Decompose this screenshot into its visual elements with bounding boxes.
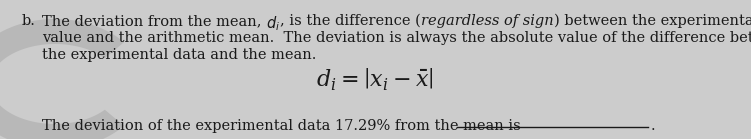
Text: $d_i$: $d_i$ — [266, 14, 280, 33]
Text: The deviation from the mean,: The deviation from the mean, — [42, 14, 266, 28]
Text: The deviation of the experimental data 17.29% from the mean is: The deviation of the experimental data 1… — [42, 119, 520, 133]
Text: , is the difference (: , is the difference ( — [280, 14, 421, 28]
Text: $\mathbf{\mathit{d}}_{\mathbf{\mathit{i}}} = \left|\mathbf{\mathit{x}}_{\mathbf{: $\mathbf{\mathit{d}}_{\mathbf{\mathit{i}… — [316, 67, 434, 92]
PathPatch shape — [0, 19, 124, 139]
Text: The deviation of the experimental data 17.29% from the mean is: The deviation of the experimental data 1… — [42, 119, 526, 133]
Text: ) between the experimental: ) between the experimental — [553, 14, 751, 28]
Text: b.: b. — [22, 14, 36, 28]
Text: .: . — [651, 119, 656, 133]
Text: value and the arithmetic mean.  The deviation is always the absolute value of th: value and the arithmetic mean. The devia… — [42, 31, 751, 45]
Text: the experimental data and the mean.: the experimental data and the mean. — [42, 48, 316, 62]
Text: regardless of sign: regardless of sign — [421, 14, 553, 28]
